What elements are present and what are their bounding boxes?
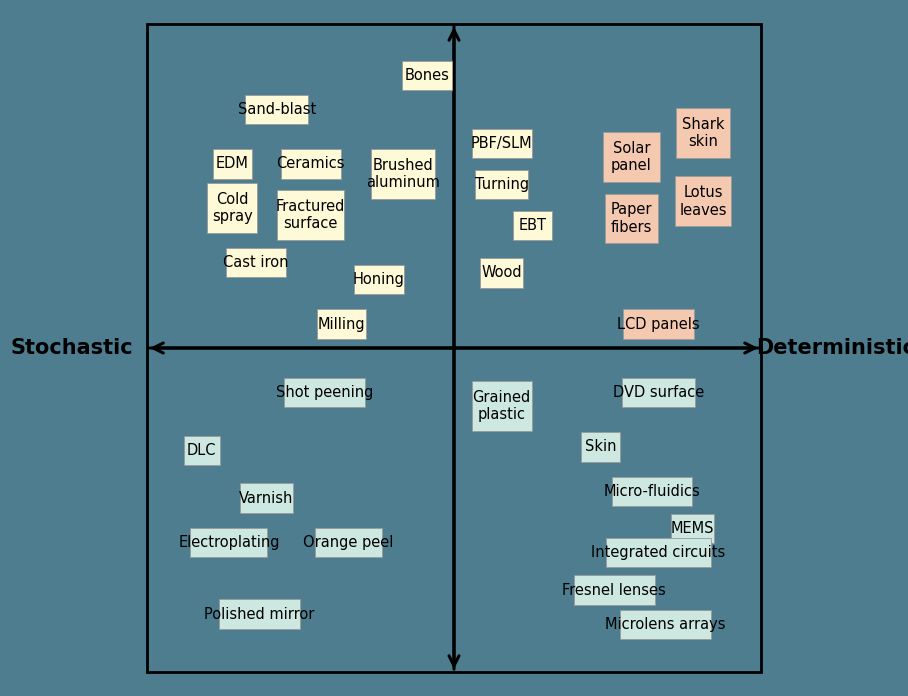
FancyBboxPatch shape <box>607 538 711 567</box>
FancyBboxPatch shape <box>612 477 692 506</box>
Text: Paper
fibers: Paper fibers <box>610 203 652 235</box>
FancyBboxPatch shape <box>676 109 729 158</box>
FancyBboxPatch shape <box>472 381 532 431</box>
FancyBboxPatch shape <box>220 599 300 628</box>
FancyBboxPatch shape <box>624 310 694 339</box>
FancyBboxPatch shape <box>581 432 620 461</box>
Text: Shark
skin: Shark skin <box>682 117 725 150</box>
FancyBboxPatch shape <box>671 514 715 544</box>
Text: Polished mirror: Polished mirror <box>204 606 315 622</box>
FancyBboxPatch shape <box>226 248 286 278</box>
FancyBboxPatch shape <box>240 484 293 513</box>
Text: Grained
plastic: Grained plastic <box>473 390 531 422</box>
Text: Solar
panel: Solar panel <box>611 141 652 173</box>
Text: Milling: Milling <box>318 317 365 331</box>
Text: Stochastic: Stochastic <box>11 338 133 358</box>
Text: Lotus
leaves: Lotus leaves <box>679 185 726 218</box>
FancyBboxPatch shape <box>605 193 658 244</box>
FancyBboxPatch shape <box>317 310 366 339</box>
Text: Bones: Bones <box>404 68 449 83</box>
FancyBboxPatch shape <box>472 129 532 158</box>
Text: EDM: EDM <box>216 157 249 171</box>
Text: PBF/SLM: PBF/SLM <box>471 136 533 151</box>
FancyBboxPatch shape <box>191 528 268 557</box>
Text: Fractured
surface: Fractured surface <box>276 199 345 231</box>
FancyBboxPatch shape <box>620 610 711 639</box>
Text: Integrated circuits: Integrated circuits <box>591 545 725 560</box>
FancyBboxPatch shape <box>675 177 731 226</box>
Text: Brushed
aluminum: Brushed aluminum <box>366 158 439 190</box>
Text: Wood: Wood <box>481 265 522 280</box>
FancyBboxPatch shape <box>284 378 365 407</box>
Text: Cast iron: Cast iron <box>223 255 289 270</box>
Text: MEMS: MEMS <box>671 521 715 536</box>
FancyBboxPatch shape <box>245 95 309 124</box>
Text: Shot peening: Shot peening <box>276 385 373 400</box>
FancyBboxPatch shape <box>371 149 435 199</box>
Text: Orange peel: Orange peel <box>303 535 393 550</box>
Text: EBT: EBT <box>518 218 547 232</box>
FancyBboxPatch shape <box>277 190 344 240</box>
Text: Honing: Honing <box>353 272 405 287</box>
Text: DLC: DLC <box>187 443 216 458</box>
Text: Sand-blast: Sand-blast <box>238 102 316 117</box>
Text: Electroplating: Electroplating <box>178 535 280 550</box>
FancyBboxPatch shape <box>315 528 381 557</box>
Text: Ceramics: Ceramics <box>277 157 345 171</box>
Text: Varnish: Varnish <box>239 491 293 505</box>
Text: DVD surface: DVD surface <box>613 385 705 400</box>
Text: Microlens arrays: Microlens arrays <box>606 617 725 632</box>
Text: Turning: Turning <box>475 177 528 192</box>
FancyBboxPatch shape <box>212 149 252 178</box>
Text: Micro-fluidics: Micro-fluidics <box>604 484 700 499</box>
FancyBboxPatch shape <box>402 61 451 90</box>
Text: Deterministic: Deterministic <box>756 338 908 358</box>
FancyBboxPatch shape <box>475 170 528 199</box>
FancyBboxPatch shape <box>281 149 340 178</box>
FancyBboxPatch shape <box>603 132 659 182</box>
FancyBboxPatch shape <box>513 211 552 240</box>
FancyBboxPatch shape <box>354 265 404 294</box>
FancyBboxPatch shape <box>574 576 655 605</box>
FancyBboxPatch shape <box>207 183 257 233</box>
FancyBboxPatch shape <box>622 378 696 407</box>
FancyBboxPatch shape <box>183 436 220 465</box>
Text: Cold
spray: Cold spray <box>212 192 252 224</box>
Text: Fresnel lenses: Fresnel lenses <box>562 583 666 598</box>
Text: Skin: Skin <box>585 439 617 454</box>
FancyBboxPatch shape <box>480 258 523 287</box>
Text: LCD panels: LCD panels <box>617 317 700 331</box>
